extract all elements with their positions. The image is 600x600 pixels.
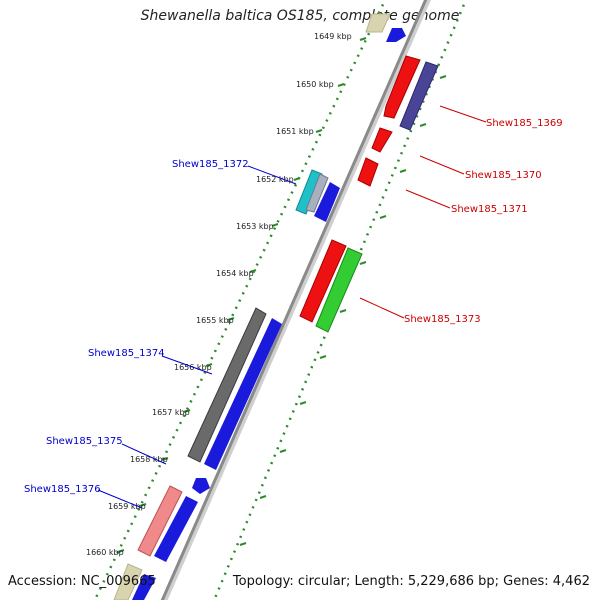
ruler-label-1655: 1655 kbp bbox=[196, 316, 234, 325]
backbone bbox=[160, 0, 428, 600]
ruler-label-1659: 1659 kbp bbox=[108, 502, 146, 511]
ruler-label-1651: 1651 kbp bbox=[276, 127, 314, 136]
ruler-label-1657: 1657 kbp bbox=[152, 408, 190, 417]
inner-ruler-ticks bbox=[117, 37, 367, 553]
ruler-label-1653: 1653 kbp bbox=[236, 222, 274, 231]
ruler-label-1658: 1658 kbp bbox=[130, 455, 168, 464]
gene-label-1369[interactable]: Shew185_1369 bbox=[486, 118, 563, 129]
gene-label-1373[interactable]: Shew185_1373 bbox=[404, 314, 481, 325]
gene-label-1376[interactable]: Shew185_1376 bbox=[24, 484, 101, 495]
leader-1373 bbox=[359, 297, 405, 319]
gene-label-1370[interactable]: Shew185_1370 bbox=[465, 170, 542, 181]
ruler-label-1650: 1650 kbp bbox=[296, 80, 334, 89]
leader-1369 bbox=[439, 105, 487, 123]
gene-blue-lower[interactable] bbox=[154, 496, 198, 562]
leader-1370 bbox=[419, 155, 465, 175]
gene-shew185-1372[interactable] bbox=[295, 169, 323, 215]
gene-red-a[interactable] bbox=[383, 55, 421, 119]
ruler-label-1660: 1660 kbp bbox=[86, 548, 124, 557]
leader-1374 bbox=[161, 355, 213, 375]
accession-text: Accession: NC_009665 bbox=[8, 574, 156, 589]
outer-ruler-ticks bbox=[239, 75, 447, 546]
gene-shew185-1373-red[interactable] bbox=[299, 239, 347, 323]
gene-bottom-blue[interactable] bbox=[132, 574, 156, 600]
gene-bottom-tan[interactable] bbox=[113, 563, 143, 600]
ruler-label-1652: 1652 kbp bbox=[256, 175, 294, 184]
gene-top-tan[interactable] bbox=[365, 13, 391, 33]
gene-top-blue[interactable] bbox=[386, 28, 406, 42]
inner-dotted-ruler bbox=[93, 0, 387, 600]
gene-shew185-1370[interactable] bbox=[371, 127, 393, 153]
gene-shew185-1374[interactable] bbox=[204, 318, 282, 470]
leader-1376 bbox=[97, 489, 143, 509]
gene-label-1372[interactable]: Shew185_1372 bbox=[172, 159, 249, 170]
gene-label-1375[interactable]: Shew185_1375 bbox=[46, 436, 123, 447]
gene-shew185-1373-green[interactable] bbox=[315, 247, 363, 333]
gene-grey-long[interactable] bbox=[187, 307, 267, 463]
gene-label-1371[interactable]: Shew185_1371 bbox=[451, 204, 528, 215]
gene-blue-small[interactable] bbox=[314, 182, 340, 222]
leader-1372 bbox=[247, 165, 297, 185]
gene-shew185-1376[interactable] bbox=[137, 485, 183, 557]
gene-grey-small[interactable] bbox=[305, 173, 329, 213]
gene-shew185-1375[interactable] bbox=[192, 478, 210, 494]
gene-shew185-1371[interactable] bbox=[357, 157, 379, 187]
leader-1371 bbox=[405, 189, 451, 209]
backbone-shadow bbox=[161, 0, 431, 600]
ruler-label-1654: 1654 kbp bbox=[216, 269, 254, 278]
leader-1375 bbox=[121, 443, 167, 465]
genome-summary-text: Topology: circular; Length: 5,229,686 bp… bbox=[232, 574, 590, 589]
gene-shew185-1369[interactable] bbox=[399, 61, 439, 131]
gene-label-1374[interactable]: Shew185_1374 bbox=[88, 348, 165, 359]
ruler-label-1649: 1649 kbp bbox=[314, 32, 352, 41]
